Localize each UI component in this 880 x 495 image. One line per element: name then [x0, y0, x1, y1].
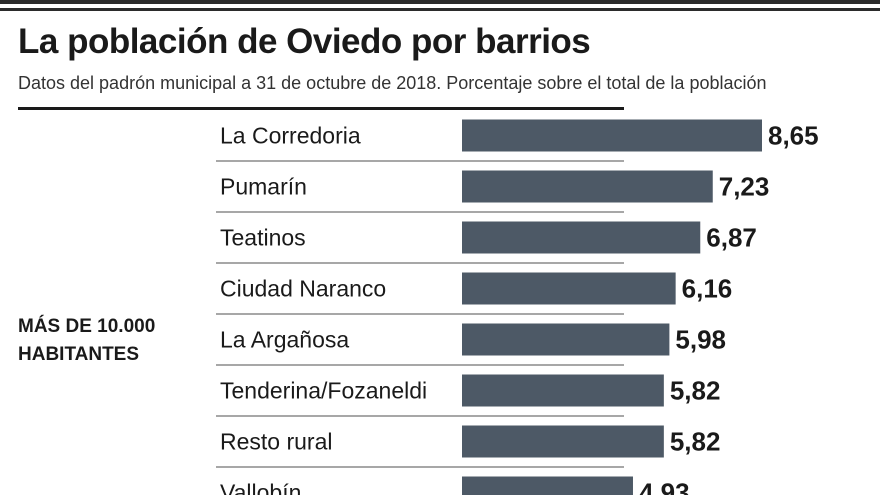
bar	[462, 425, 664, 458]
group-label-line1: MÁS DE 10.000	[18, 316, 156, 337]
subtitle-rule	[18, 107, 624, 110]
value-label: 5,82	[670, 376, 721, 406]
value-label: 6,87	[706, 223, 757, 253]
category-label: Resto rural	[220, 429, 332, 455]
value-label: 4,93	[639, 478, 690, 495]
value-label: 5,98	[675, 325, 726, 355]
bar	[462, 476, 633, 495]
group-label-line2: HABITANTES	[18, 344, 140, 365]
category-label: Pumarín	[220, 174, 307, 200]
value-label: 7,23	[719, 172, 770, 202]
top-rule	[0, 0, 880, 4]
bar	[462, 119, 762, 152]
chart-title: La población de Oviedo por barrios	[18, 22, 591, 61]
bar	[462, 272, 676, 305]
category-label: Ciudad Naranco	[220, 276, 386, 302]
chart-subtitle: Datos del padrón municipal a 31 de octub…	[18, 73, 767, 93]
top-rule-secondary	[0, 8, 880, 11]
category-label: Teatinos	[220, 225, 306, 251]
bar	[462, 170, 713, 203]
category-label: La Corredoria	[220, 123, 361, 149]
category-label: Tenderina/Fozaneldi	[220, 378, 427, 404]
value-label: 6,16	[682, 274, 733, 304]
category-label: Vallobín	[220, 480, 301, 495]
bar	[462, 374, 664, 407]
category-label: La Argañosa	[220, 327, 349, 353]
bar	[462, 323, 670, 356]
value-label: 5,82	[670, 427, 721, 457]
value-label: 8,65	[768, 121, 819, 151]
group-label: MÁS DE 10.000 HABITANTES	[18, 313, 155, 369]
bar	[462, 221, 701, 254]
